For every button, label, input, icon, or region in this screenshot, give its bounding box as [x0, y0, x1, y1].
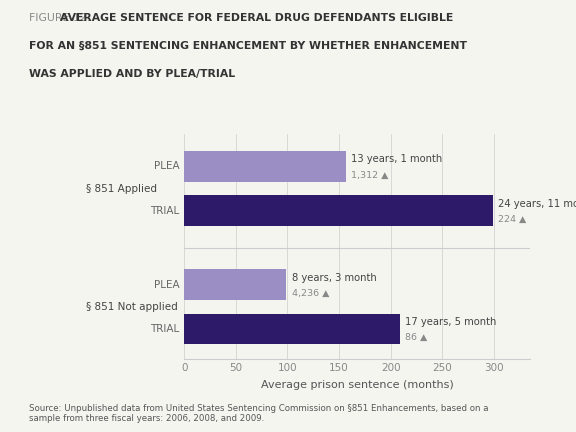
Text: 13 years, 1 month: 13 years, 1 month: [351, 154, 443, 164]
Text: 224 ▲: 224 ▲: [498, 215, 526, 224]
Text: TRIAL: TRIAL: [150, 324, 179, 334]
Text: 8 years, 3 month: 8 years, 3 month: [291, 273, 376, 283]
Text: § 851 Applied: § 851 Applied: [86, 184, 157, 194]
X-axis label: Average prison sentence (months): Average prison sentence (months): [261, 380, 453, 391]
Bar: [184, 151, 346, 182]
Text: FIGURE 12:: FIGURE 12:: [29, 13, 93, 23]
Text: TRIAL: TRIAL: [150, 206, 179, 216]
Text: 1,312 ▲: 1,312 ▲: [351, 171, 389, 180]
Bar: [184, 195, 493, 226]
Bar: [184, 269, 286, 300]
Text: 17 years, 5 month: 17 years, 5 month: [405, 317, 497, 327]
Text: AVERAGE SENTENCE FOR FEDERAL DRUG DEFENDANTS ELIGIBLE: AVERAGE SENTENCE FOR FEDERAL DRUG DEFEND…: [60, 13, 454, 23]
Text: § 851 Not applied: § 851 Not applied: [86, 302, 178, 312]
Text: PLEA: PLEA: [154, 280, 179, 290]
Text: 4,236 ▲: 4,236 ▲: [291, 289, 329, 298]
Text: WAS APPLIED AND BY PLEA/TRIAL: WAS APPLIED AND BY PLEA/TRIAL: [29, 69, 235, 79]
Text: 24 years, 11 month: 24 years, 11 month: [498, 199, 576, 209]
Text: 86 ▲: 86 ▲: [405, 334, 427, 343]
Text: PLEA: PLEA: [154, 162, 179, 172]
Bar: [184, 314, 400, 344]
Text: Source: Unpublished data from United States Sentencing Commission on §851 Enhanc: Source: Unpublished data from United Sta…: [29, 404, 488, 423]
Text: FOR AN §851 SENTENCING ENHANCEMENT BY WHETHER ENHANCEMENT: FOR AN §851 SENTENCING ENHANCEMENT BY WH…: [29, 41, 467, 51]
